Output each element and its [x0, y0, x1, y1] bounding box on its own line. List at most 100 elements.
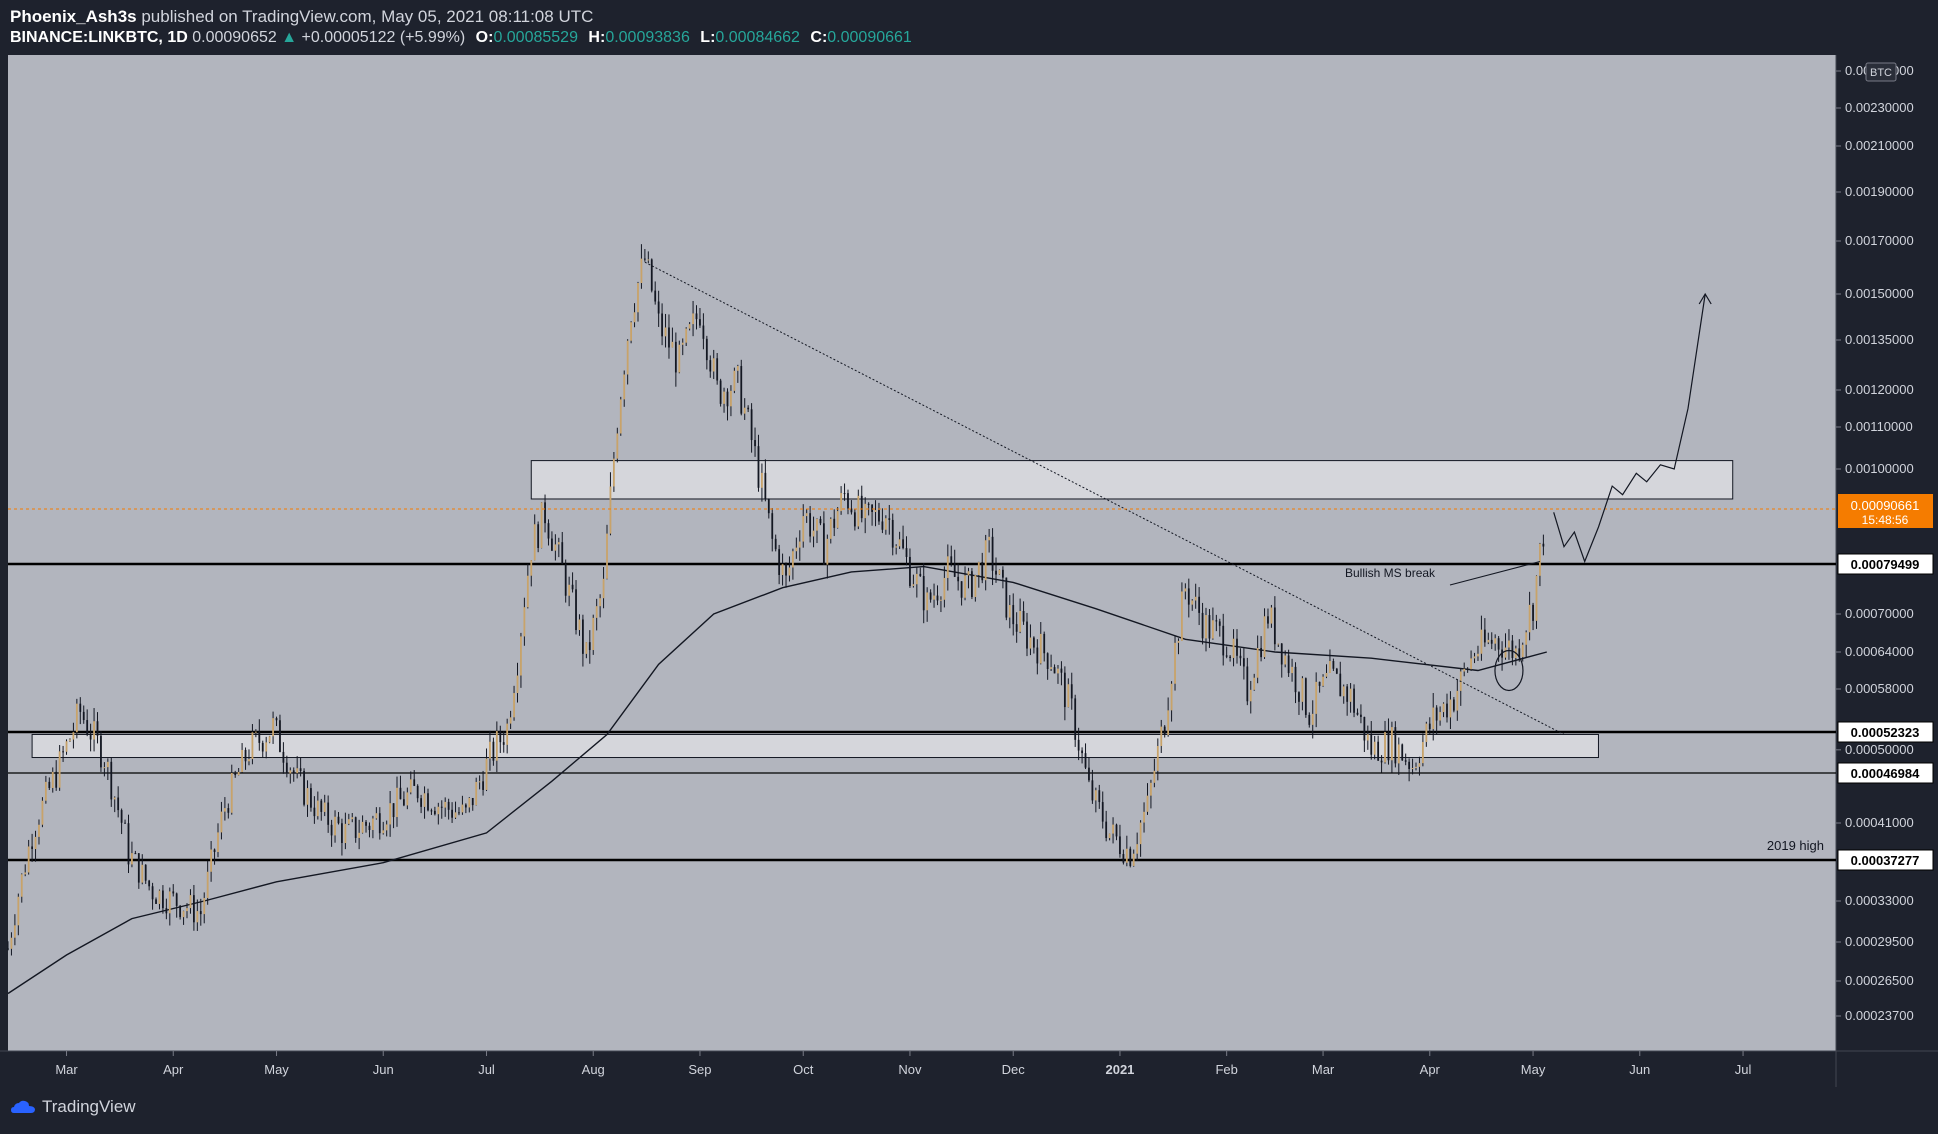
candle-body [1129, 848, 1132, 866]
candle-body [34, 836, 37, 850]
tradingview-logo[interactable]: TradingView [10, 1097, 136, 1117]
candle-body [743, 407, 746, 414]
candle-body [1525, 632, 1528, 645]
candle-body [1205, 615, 1207, 639]
candle-body [13, 925, 16, 938]
author-name[interactable]: Phoenix_Ash3s [10, 7, 137, 26]
supply-zone [530, 460, 1734, 500]
candle-body [58, 751, 61, 788]
candle-body [898, 539, 901, 547]
candle-body [1005, 577, 1008, 618]
candle-body [926, 592, 929, 611]
candle-body [1539, 543, 1541, 576]
candle-body [79, 703, 82, 712]
candle-body [1270, 607, 1273, 624]
candle-body [705, 338, 708, 361]
candle-body [1208, 615, 1211, 639]
candle-body [1143, 811, 1145, 823]
candle-body [647, 259, 650, 261]
candle-body [736, 366, 739, 371]
candle-body [275, 718, 278, 721]
candle-body [110, 761, 113, 800]
candle-body [217, 832, 219, 853]
candle-body [867, 503, 870, 505]
candle-body [1470, 658, 1472, 670]
close-label: C: [810, 29, 828, 46]
candle-body [878, 510, 880, 522]
time-tick-label: Apr [1420, 1062, 1441, 1077]
candle-body [1146, 795, 1149, 812]
candle-body [612, 458, 615, 487]
candle-body [1342, 686, 1345, 697]
candle-body [175, 893, 178, 906]
supply-zone [31, 733, 1599, 759]
candle-body [192, 895, 195, 923]
low-value: 0.00084662 [715, 29, 800, 46]
candle-body [557, 542, 560, 545]
candle-body [1022, 611, 1025, 622]
candle-body [1456, 690, 1459, 711]
candle-body [227, 808, 230, 813]
candle-body [1449, 699, 1452, 718]
candle-body [1122, 854, 1125, 863]
candle-body [798, 541, 801, 548]
candle-body [282, 751, 285, 763]
candle-body [681, 342, 684, 345]
candle-body [27, 846, 30, 873]
price-tick-label: 0.00033000 [1845, 893, 1914, 908]
candle-body [816, 518, 818, 531]
candle-body [1132, 853, 1135, 866]
cloud-logo-icon [11, 1100, 35, 1113]
candle-body [1418, 763, 1421, 767]
candle-body [864, 503, 867, 519]
candle-body [664, 327, 667, 337]
candle-body [716, 358, 719, 381]
candle-body [1060, 668, 1063, 673]
candle-body [1411, 767, 1414, 770]
candle-body [1174, 642, 1176, 684]
candle-body [1370, 734, 1373, 755]
candle-body [1163, 726, 1166, 735]
candle-body [960, 581, 963, 598]
candle-body [1181, 591, 1183, 641]
candle-body [1542, 543, 1545, 547]
candle-body [220, 811, 223, 833]
candle-body [1084, 753, 1087, 768]
candle-body [1184, 588, 1187, 592]
time-tick-label: Mar [55, 1062, 78, 1077]
candle-body [544, 502, 546, 524]
candle-body [671, 341, 674, 348]
candle-body [165, 908, 168, 914]
candle-body [1329, 661, 1331, 673]
candle-body [1318, 681, 1321, 686]
candle-body [265, 742, 268, 752]
symbol-name[interactable]: BINANCE:LINKBTC, 1D [10, 29, 188, 46]
moving-average-line [7, 565, 1547, 995]
close-value: 0.00090661 [827, 29, 912, 46]
candle-body [1187, 588, 1190, 605]
candle-body [289, 770, 292, 774]
candle-body [1119, 836, 1121, 855]
candle-body [471, 797, 474, 806]
candle-body [1273, 607, 1276, 645]
candle-body [723, 391, 725, 404]
candle-body [65, 741, 68, 752]
candle-body [619, 399, 622, 434]
candle-body [1260, 647, 1262, 658]
candle-body [1211, 620, 1214, 639]
candle-body [785, 564, 787, 576]
candle-body [1401, 744, 1404, 761]
candle-body [155, 899, 157, 904]
candle-body [792, 551, 794, 568]
candle-body [1339, 673, 1342, 697]
candle-body [1353, 688, 1355, 713]
candle-body [1229, 656, 1232, 658]
candle-body [1067, 684, 1070, 708]
candle-body [451, 809, 453, 818]
candle-body [1452, 699, 1455, 711]
candle-body [668, 327, 670, 348]
candle-body [977, 562, 980, 576]
high-value: 0.00093836 [605, 29, 690, 46]
